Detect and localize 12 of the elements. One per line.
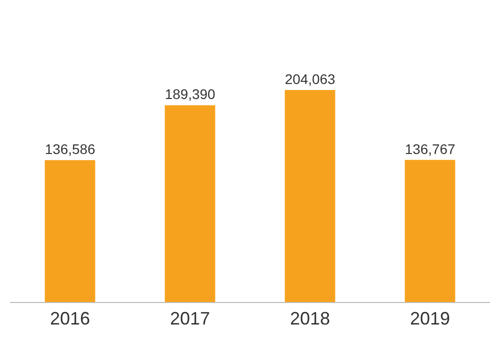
- bar: [44, 160, 96, 302]
- data-label: 204,063: [284, 70, 336, 87]
- bar: [164, 105, 216, 302]
- x-tick-label: 2018: [290, 308, 330, 329]
- x-tick-label: 2017: [170, 308, 210, 329]
- bar: [404, 160, 456, 302]
- x-tick-label: 2016: [50, 308, 90, 329]
- data-label: 136,586: [44, 140, 96, 157]
- bar: [284, 90, 336, 302]
- data-label: 136,767: [404, 140, 456, 157]
- x-tick-label: 2019: [410, 308, 450, 329]
- data-label: 189,390: [164, 86, 216, 102]
